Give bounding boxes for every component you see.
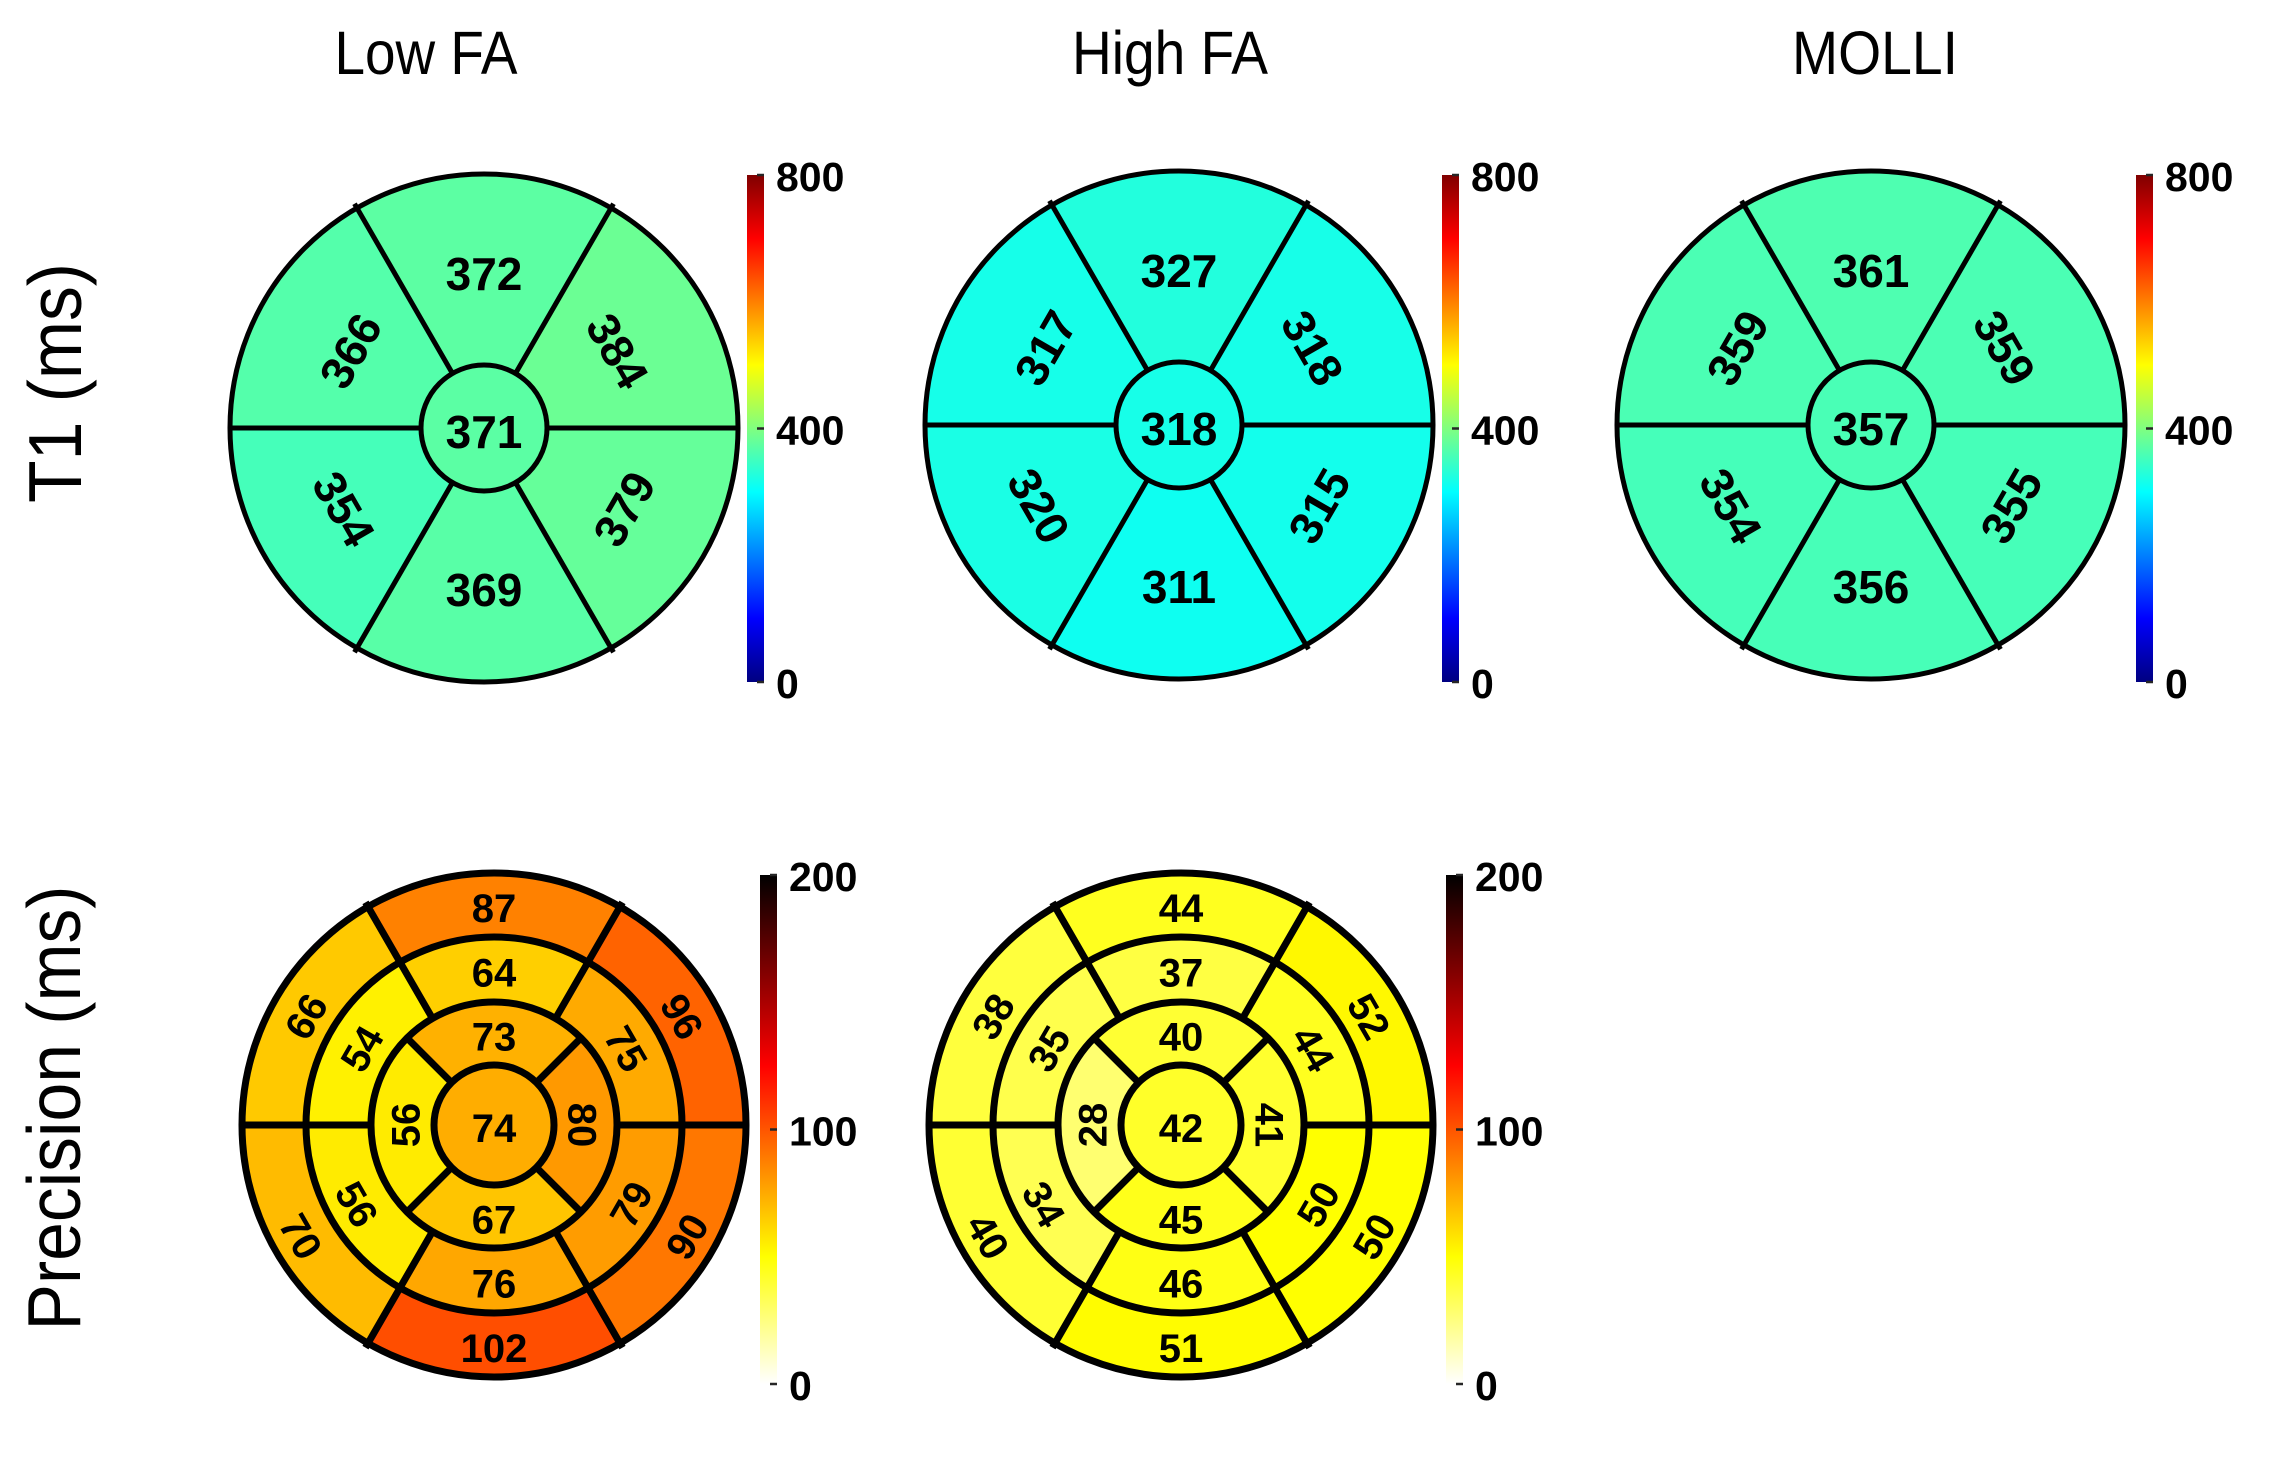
svg-text:0: 0 xyxy=(1471,661,1494,707)
svg-text:357: 357 xyxy=(1833,403,1910,455)
svg-text:87: 87 xyxy=(472,887,517,931)
svg-text:100: 100 xyxy=(789,1109,857,1155)
svg-text:372: 372 xyxy=(446,248,523,300)
svg-text:45: 45 xyxy=(1159,1199,1204,1243)
svg-text:64: 64 xyxy=(472,952,517,996)
svg-text:102: 102 xyxy=(461,1327,528,1371)
svg-text:311: 311 xyxy=(1142,561,1216,613)
svg-text:41: 41 xyxy=(1247,1103,1291,1148)
svg-text:51: 51 xyxy=(1159,1327,1204,1371)
svg-text:0: 0 xyxy=(2165,661,2188,707)
svg-text:327: 327 xyxy=(1141,245,1218,297)
svg-text:800: 800 xyxy=(2165,154,2233,200)
svg-text:28: 28 xyxy=(1072,1103,1116,1148)
svg-text:356: 356 xyxy=(1833,561,1910,613)
svg-text:371: 371 xyxy=(446,406,523,458)
svg-text:361: 361 xyxy=(1833,245,1910,297)
svg-text:74: 74 xyxy=(472,1107,517,1151)
svg-text:67: 67 xyxy=(472,1199,517,1243)
svg-text:Low FA: Low FA xyxy=(335,19,518,87)
svg-text:318: 318 xyxy=(1141,403,1218,455)
svg-text:42: 42 xyxy=(1159,1107,1204,1151)
svg-text:800: 800 xyxy=(1471,154,1539,200)
svg-text:369: 369 xyxy=(446,564,523,616)
svg-text:0: 0 xyxy=(789,1363,812,1409)
svg-text:MOLLI: MOLLI xyxy=(1792,19,1958,87)
svg-text:T1 (ms): T1 (ms) xyxy=(13,263,97,503)
svg-text:200: 200 xyxy=(1475,854,1543,900)
svg-text:400: 400 xyxy=(776,408,844,454)
svg-text:Precision (ms): Precision (ms) xyxy=(12,886,96,1331)
svg-text:40: 40 xyxy=(1159,1016,1204,1060)
svg-text:44: 44 xyxy=(1159,887,1204,931)
svg-text:80: 80 xyxy=(560,1103,604,1148)
svg-text:0: 0 xyxy=(776,661,799,707)
svg-text:100: 100 xyxy=(1475,1109,1543,1155)
svg-text:800: 800 xyxy=(776,154,844,200)
svg-text:200: 200 xyxy=(789,854,857,900)
svg-text:High FA: High FA xyxy=(1072,19,1268,87)
svg-text:0: 0 xyxy=(1475,1363,1498,1409)
svg-text:56: 56 xyxy=(385,1103,429,1148)
svg-text:400: 400 xyxy=(1471,408,1539,454)
svg-text:73: 73 xyxy=(472,1016,517,1060)
svg-text:37: 37 xyxy=(1159,952,1204,996)
svg-text:46: 46 xyxy=(1159,1263,1204,1307)
svg-text:76: 76 xyxy=(472,1263,517,1307)
svg-text:400: 400 xyxy=(2165,408,2233,454)
